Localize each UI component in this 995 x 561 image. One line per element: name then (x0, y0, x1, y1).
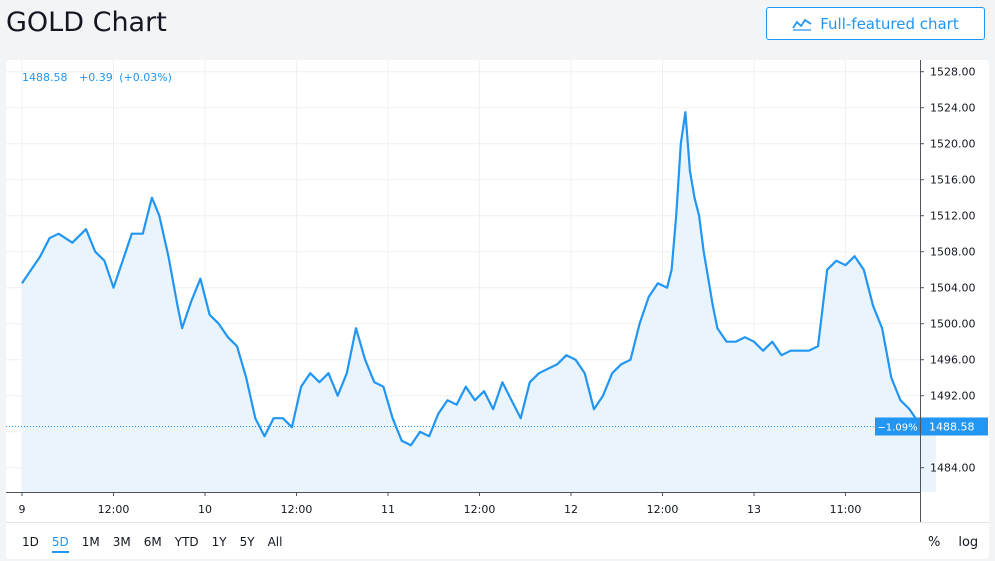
y-tick-label: 1512.00 (930, 210, 976, 223)
page-title: GOLD Chart (6, 7, 167, 38)
change-pct-badge-label: −1.09% (877, 422, 917, 433)
series-line (21, 111, 937, 447)
legend: 1488.58 +0.39 (+0.03%) (22, 71, 180, 84)
x-tick-label: 12:00 (98, 503, 130, 516)
y-tick-label: 1508.00 (930, 246, 976, 259)
last-price-badge-label: 1488.58 (929, 420, 975, 433)
x-tick-label: 12:00 (281, 503, 313, 516)
x-tick-label: 9 (19, 503, 26, 516)
range-button-6m[interactable]: 6M (143, 535, 162, 549)
scale-buttons: % log (928, 535, 995, 550)
range-button-all[interactable]: All (267, 535, 283, 549)
range-selector: 1D 5D 1M 3M 6M YTD 1Y 5Y All (22, 535, 295, 553)
y-tick-label: 1528.00 (930, 66, 976, 79)
full-featured-chart-button[interactable]: Full-featured chart (766, 7, 985, 40)
x-tick-label: 12 (564, 503, 578, 516)
range-button-5y[interactable]: 5Y (239, 535, 255, 549)
percent-scale-button[interactable]: % (928, 535, 941, 550)
full-featured-chart-label: Full-featured chart (820, 14, 959, 33)
y-tick-label: 1492.00 (930, 390, 976, 403)
legend-change-pct: (+0.03%) (119, 71, 172, 84)
log-scale-button[interactable]: log (958, 535, 979, 550)
change-pct-badge (875, 417, 920, 436)
range-button-3m[interactable]: 3M (112, 535, 131, 549)
last-price-badge (921, 417, 988, 436)
y-tick-label: 1500.00 (930, 318, 976, 331)
range-button-ytd[interactable]: YTD (174, 535, 199, 549)
y-tick-label: 1484.00 (930, 462, 976, 475)
y-tick-label: 1524.00 (930, 102, 976, 115)
range-button-1y[interactable]: 1Y (211, 535, 227, 549)
x-tick-label: 10 (198, 503, 212, 516)
y-tick-label: 1496.00 (930, 354, 976, 367)
range-button-1d[interactable]: 1D (22, 535, 39, 549)
x-tick-label: 13 (747, 503, 761, 516)
x-tick-label: 11:00 (830, 503, 862, 516)
y-tick-label: 1520.00 (930, 138, 976, 151)
chart-line-icon (792, 17, 812, 31)
x-tick-label: 12:00 (464, 503, 496, 516)
legend-last-value: 1488.58 (22, 71, 68, 84)
x-tick-label: 12:00 (647, 503, 679, 516)
x-tick-label: 11 (381, 503, 395, 516)
y-tick-label: 1504.00 (930, 282, 976, 295)
chart-panel[interactable]: 1484.001488.001492.001496.001500.001504.… (6, 60, 989, 559)
y-tick-label: 1516.00 (930, 174, 976, 187)
range-button-5d[interactable]: 5D (51, 535, 69, 553)
range-button-1m[interactable]: 1M (81, 535, 100, 549)
legend-change: +0.39 (79, 71, 113, 84)
price-chart[interactable]: 1484.001488.001492.001496.001500.001504.… (6, 60, 989, 559)
